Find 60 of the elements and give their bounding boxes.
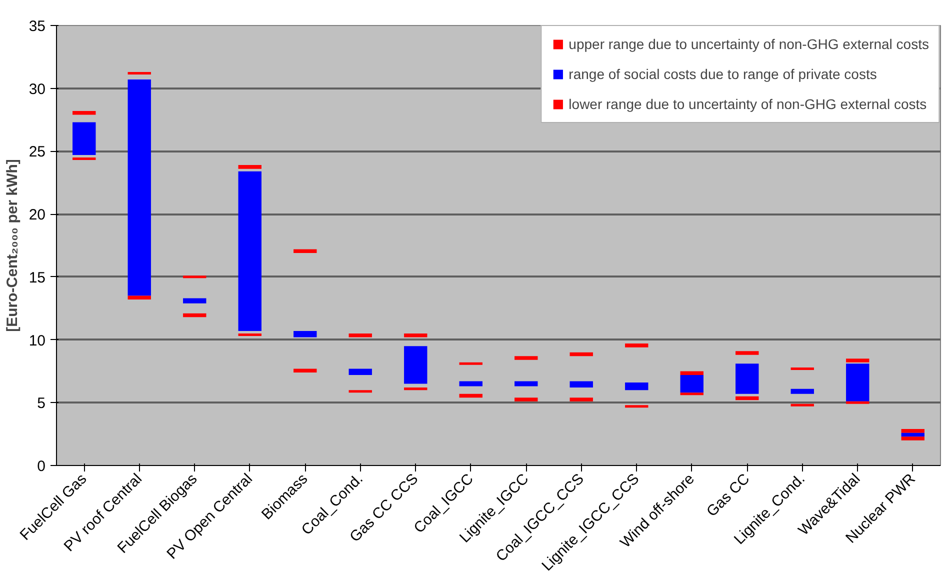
bar	[128, 296, 151, 300]
bar	[72, 158, 96, 160]
y-tick-label: 10	[28, 332, 46, 350]
bar	[736, 351, 759, 355]
bar	[128, 72, 151, 75]
bar	[404, 388, 428, 390]
bar	[790, 388, 814, 394]
bar	[680, 371, 704, 375]
bar	[625, 344, 648, 348]
bar	[846, 401, 870, 404]
bar	[736, 396, 759, 400]
bar	[901, 429, 924, 433]
bar	[846, 364, 870, 402]
bar	[625, 405, 648, 408]
legend-label: upper range due to uncertainty of non-GHG external costs	[568, 36, 929, 52]
legend-label: lower range due to uncertainty of non-GHG external costs	[568, 96, 927, 112]
bar	[570, 381, 593, 388]
bar	[570, 352, 593, 356]
bar	[348, 368, 372, 375]
bar	[514, 356, 538, 360]
bar	[680, 374, 704, 393]
bar	[570, 398, 593, 402]
bar	[348, 334, 372, 338]
bar	[128, 80, 151, 296]
bar	[790, 367, 814, 370]
bar	[901, 432, 924, 437]
y-axis-title: [Euro-Cent₂₀₀₀ per kWh]	[4, 159, 21, 332]
bar	[680, 392, 704, 396]
bar	[846, 358, 870, 362]
y-tick-label: 30	[28, 80, 46, 98]
y-tick-label: 0	[37, 458, 46, 475]
bar	[238, 165, 262, 169]
y-tick-label: 25	[28, 144, 46, 161]
bar	[183, 313, 206, 318]
bar	[404, 334, 428, 338]
bar	[404, 346, 428, 384]
bar	[514, 398, 538, 402]
bar	[72, 122, 96, 155]
y-tick-label: 5	[37, 395, 46, 412]
bar	[459, 381, 482, 386]
bar	[348, 390, 372, 393]
legend-label: range of social costs due to range of private costs	[568, 66, 877, 82]
y-tick-label: 20	[28, 206, 46, 224]
bar	[294, 330, 317, 338]
bar	[459, 362, 482, 365]
bar	[183, 298, 206, 304]
bar	[294, 368, 317, 372]
bar	[72, 110, 96, 115]
bar	[625, 382, 648, 390]
bar	[238, 334, 262, 336]
bar	[790, 404, 814, 406]
bar	[901, 436, 924, 440]
bar	[514, 381, 538, 386]
bar	[238, 171, 262, 331]
bar	[183, 276, 206, 278]
bar	[736, 364, 759, 394]
bar	[294, 249, 317, 254]
bar	[459, 394, 482, 398]
y-tick-label: 35	[28, 18, 46, 35]
y-tick-label: 15	[28, 269, 46, 286]
